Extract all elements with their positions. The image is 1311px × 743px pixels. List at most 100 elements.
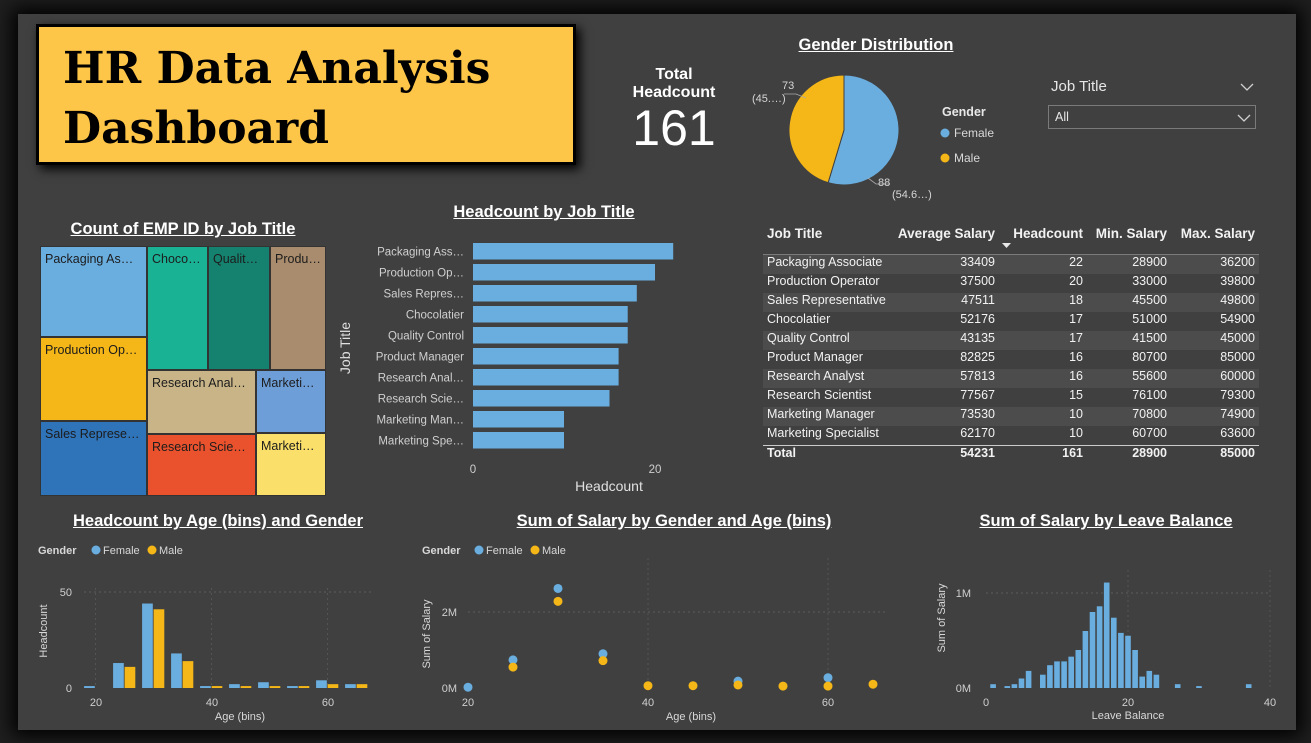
leave-balance-bar[interactable] (1196, 686, 1202, 688)
age-bar-male[interactable] (269, 686, 281, 688)
age-bar-female[interactable] (84, 686, 95, 688)
leave-balance-bar[interactable] (1004, 686, 1011, 688)
scatter-point-female[interactable] (508, 655, 518, 665)
scatter-point-male[interactable] (508, 662, 518, 672)
salary-by-gender-age-chart[interactable]: Gender Female Male Sum of Salary 2M 0M 2… (414, 538, 894, 726)
treemap-cell[interactable]: Marketi… (256, 370, 326, 433)
age-bar-male[interactable] (182, 661, 194, 688)
job-title-bar[interactable] (473, 348, 619, 365)
job-title-bar[interactable] (473, 369, 619, 386)
leave-balance-bar[interactable] (1153, 674, 1160, 688)
col-header-job-title[interactable]: Job Title (767, 226, 823, 241)
scatter-point-male[interactable] (778, 681, 788, 691)
leave-balance-bar[interactable] (1125, 635, 1131, 688)
job-title-bar[interactable] (473, 327, 628, 344)
leave-balance-bar[interactable] (1075, 650, 1082, 688)
scatter-point-male[interactable] (733, 680, 743, 690)
scatter-point-male[interactable] (553, 596, 563, 606)
leave-balance-bar[interactable] (1040, 674, 1046, 688)
scatter-point-female[interactable] (553, 583, 563, 593)
table-row[interactable]: Research Scientist 77567 15 76100 79300 (763, 388, 1259, 407)
treemap-chart[interactable]: Packaging As… Production Op… Sales Repre… (40, 246, 326, 496)
scatter-point-male[interactable] (688, 681, 698, 691)
treemap-cell[interactable]: Production Op… (40, 337, 147, 421)
age-bar-male[interactable] (153, 609, 165, 688)
job-title-bar[interactable] (473, 285, 637, 302)
leave-balance-bar[interactable] (1068, 656, 1074, 688)
age-bar-female[interactable] (171, 653, 182, 688)
age-bar-female[interactable] (200, 686, 211, 688)
age-bar-male[interactable] (240, 686, 252, 688)
scatter-point-female[interactable] (463, 682, 473, 692)
treemap-cell[interactable]: Research Anal… (147, 370, 256, 434)
treemap-cell[interactable]: Marketi… (256, 433, 326, 496)
col-header-headcount[interactable]: Headcount (999, 226, 1087, 255)
leave-balance-bar[interactable] (1096, 606, 1103, 688)
scatter-point-male[interactable] (823, 681, 833, 691)
leave-balance-bar[interactable] (1061, 661, 1067, 688)
leave-balance-bar[interactable] (1103, 582, 1110, 688)
headcount-by-age-chart[interactable]: Gender Female Male Headcount 50 0 20 40 … (34, 538, 379, 726)
age-bar-female[interactable] (142, 603, 153, 688)
job-title-bar[interactable] (473, 411, 564, 428)
table-row[interactable]: Research Analyst 57813 16 55600 60000 (763, 369, 1259, 388)
leave-balance-bar[interactable] (1132, 650, 1138, 688)
leave-balance-bar[interactable] (1018, 678, 1025, 689)
leave-balance-bar[interactable] (1111, 617, 1117, 688)
leave-balance-bar[interactable] (1118, 632, 1124, 688)
treemap-cell[interactable]: Qualit… (208, 246, 270, 370)
col-header-max-salary[interactable]: Max. Salary (1180, 226, 1255, 241)
gender-pie-chart[interactable]: 73 (45.…) 88 (54.6…) Gender Female Male (740, 60, 1030, 210)
leave-balance-bar[interactable] (1245, 684, 1252, 688)
salary-by-leave-chart[interactable]: Sum of Salary 1M 0M 0 20 40 Leave Balanc… (930, 560, 1280, 726)
leave-balance-bar[interactable] (990, 684, 996, 688)
leave-balance-bar[interactable] (1146, 670, 1153, 688)
leave-balance-bar[interactable] (1089, 612, 1096, 688)
leave-balance-bar[interactable] (1054, 661, 1060, 688)
age-bar-male[interactable] (124, 666, 136, 688)
job-title-dropdown[interactable]: All (1048, 105, 1256, 129)
age-bar-female[interactable] (287, 686, 298, 688)
table-row[interactable]: Marketing Manager 73530 10 70800 74900 (763, 407, 1259, 426)
leave-balance-bar[interactable] (1082, 631, 1089, 688)
table-row[interactable]: Production Operator 37500 20 33000 39800 (763, 274, 1259, 293)
slicer-collapse-chevron-icon[interactable] (1240, 82, 1254, 92)
pie-slice-female[interactable] (827, 74, 900, 186)
job-title-bar[interactable] (473, 264, 655, 281)
job-title-bar[interactable] (473, 390, 610, 407)
salary-table[interactable]: Job Title Average Salary Headcount Min. … (763, 226, 1259, 465)
age-bar-female[interactable] (345, 684, 356, 688)
table-row[interactable]: Marketing Specialist 62170 10 60700 63600 (763, 426, 1259, 446)
treemap-cell[interactable]: Research Scie… (147, 434, 256, 496)
treemap-cell[interactable]: Produ… (270, 246, 326, 370)
treemap-cell[interactable]: Sales Represe… (40, 421, 147, 496)
age-bar-male[interactable] (356, 684, 368, 688)
job-title-bar[interactable] (473, 243, 674, 260)
scatter-point-male[interactable] (868, 679, 878, 689)
table-row[interactable]: Product Manager 82825 16 80700 85000 (763, 350, 1259, 369)
leave-balance-bar[interactable] (1025, 670, 1032, 688)
age-bar-female[interactable] (316, 680, 327, 688)
leave-balance-bar[interactable] (1174, 684, 1181, 688)
job-title-bar[interactable] (473, 306, 628, 323)
col-header-min-salary[interactable]: Min. Salary (1095, 226, 1167, 241)
treemap-cell[interactable]: Choco… (147, 246, 208, 370)
age-bar-male[interactable] (298, 686, 310, 688)
table-row[interactable]: Chocolatier 52176 17 51000 54900 (763, 312, 1259, 331)
age-bar-male[interactable] (211, 686, 223, 688)
leave-balance-bar[interactable] (1139, 676, 1145, 688)
age-bar-female[interactable] (113, 663, 124, 688)
age-bar-female[interactable] (229, 684, 240, 688)
table-row[interactable]: Quality Control 43135 17 41500 45000 (763, 331, 1259, 350)
leave-balance-bar[interactable] (1011, 684, 1018, 688)
table-row[interactable]: Sales Representative 47511 18 45500 49800 (763, 293, 1259, 312)
scatter-point-male[interactable] (643, 681, 653, 691)
job-title-bar[interactable] (473, 432, 564, 449)
treemap-cell[interactable]: Packaging As… (40, 246, 147, 337)
col-header-avg-salary[interactable]: Average Salary (897, 226, 995, 241)
scatter-point-male[interactable] (598, 656, 608, 666)
table-row[interactable]: Packaging Associate 33409 22 28900 36200 (763, 254, 1259, 274)
age-bar-female[interactable] (258, 682, 269, 688)
age-bar-male[interactable] (327, 684, 339, 688)
headcount-by-job-title-chart[interactable]: Job Title Packaging Ass… Production Op… Sa… (332, 232, 712, 498)
